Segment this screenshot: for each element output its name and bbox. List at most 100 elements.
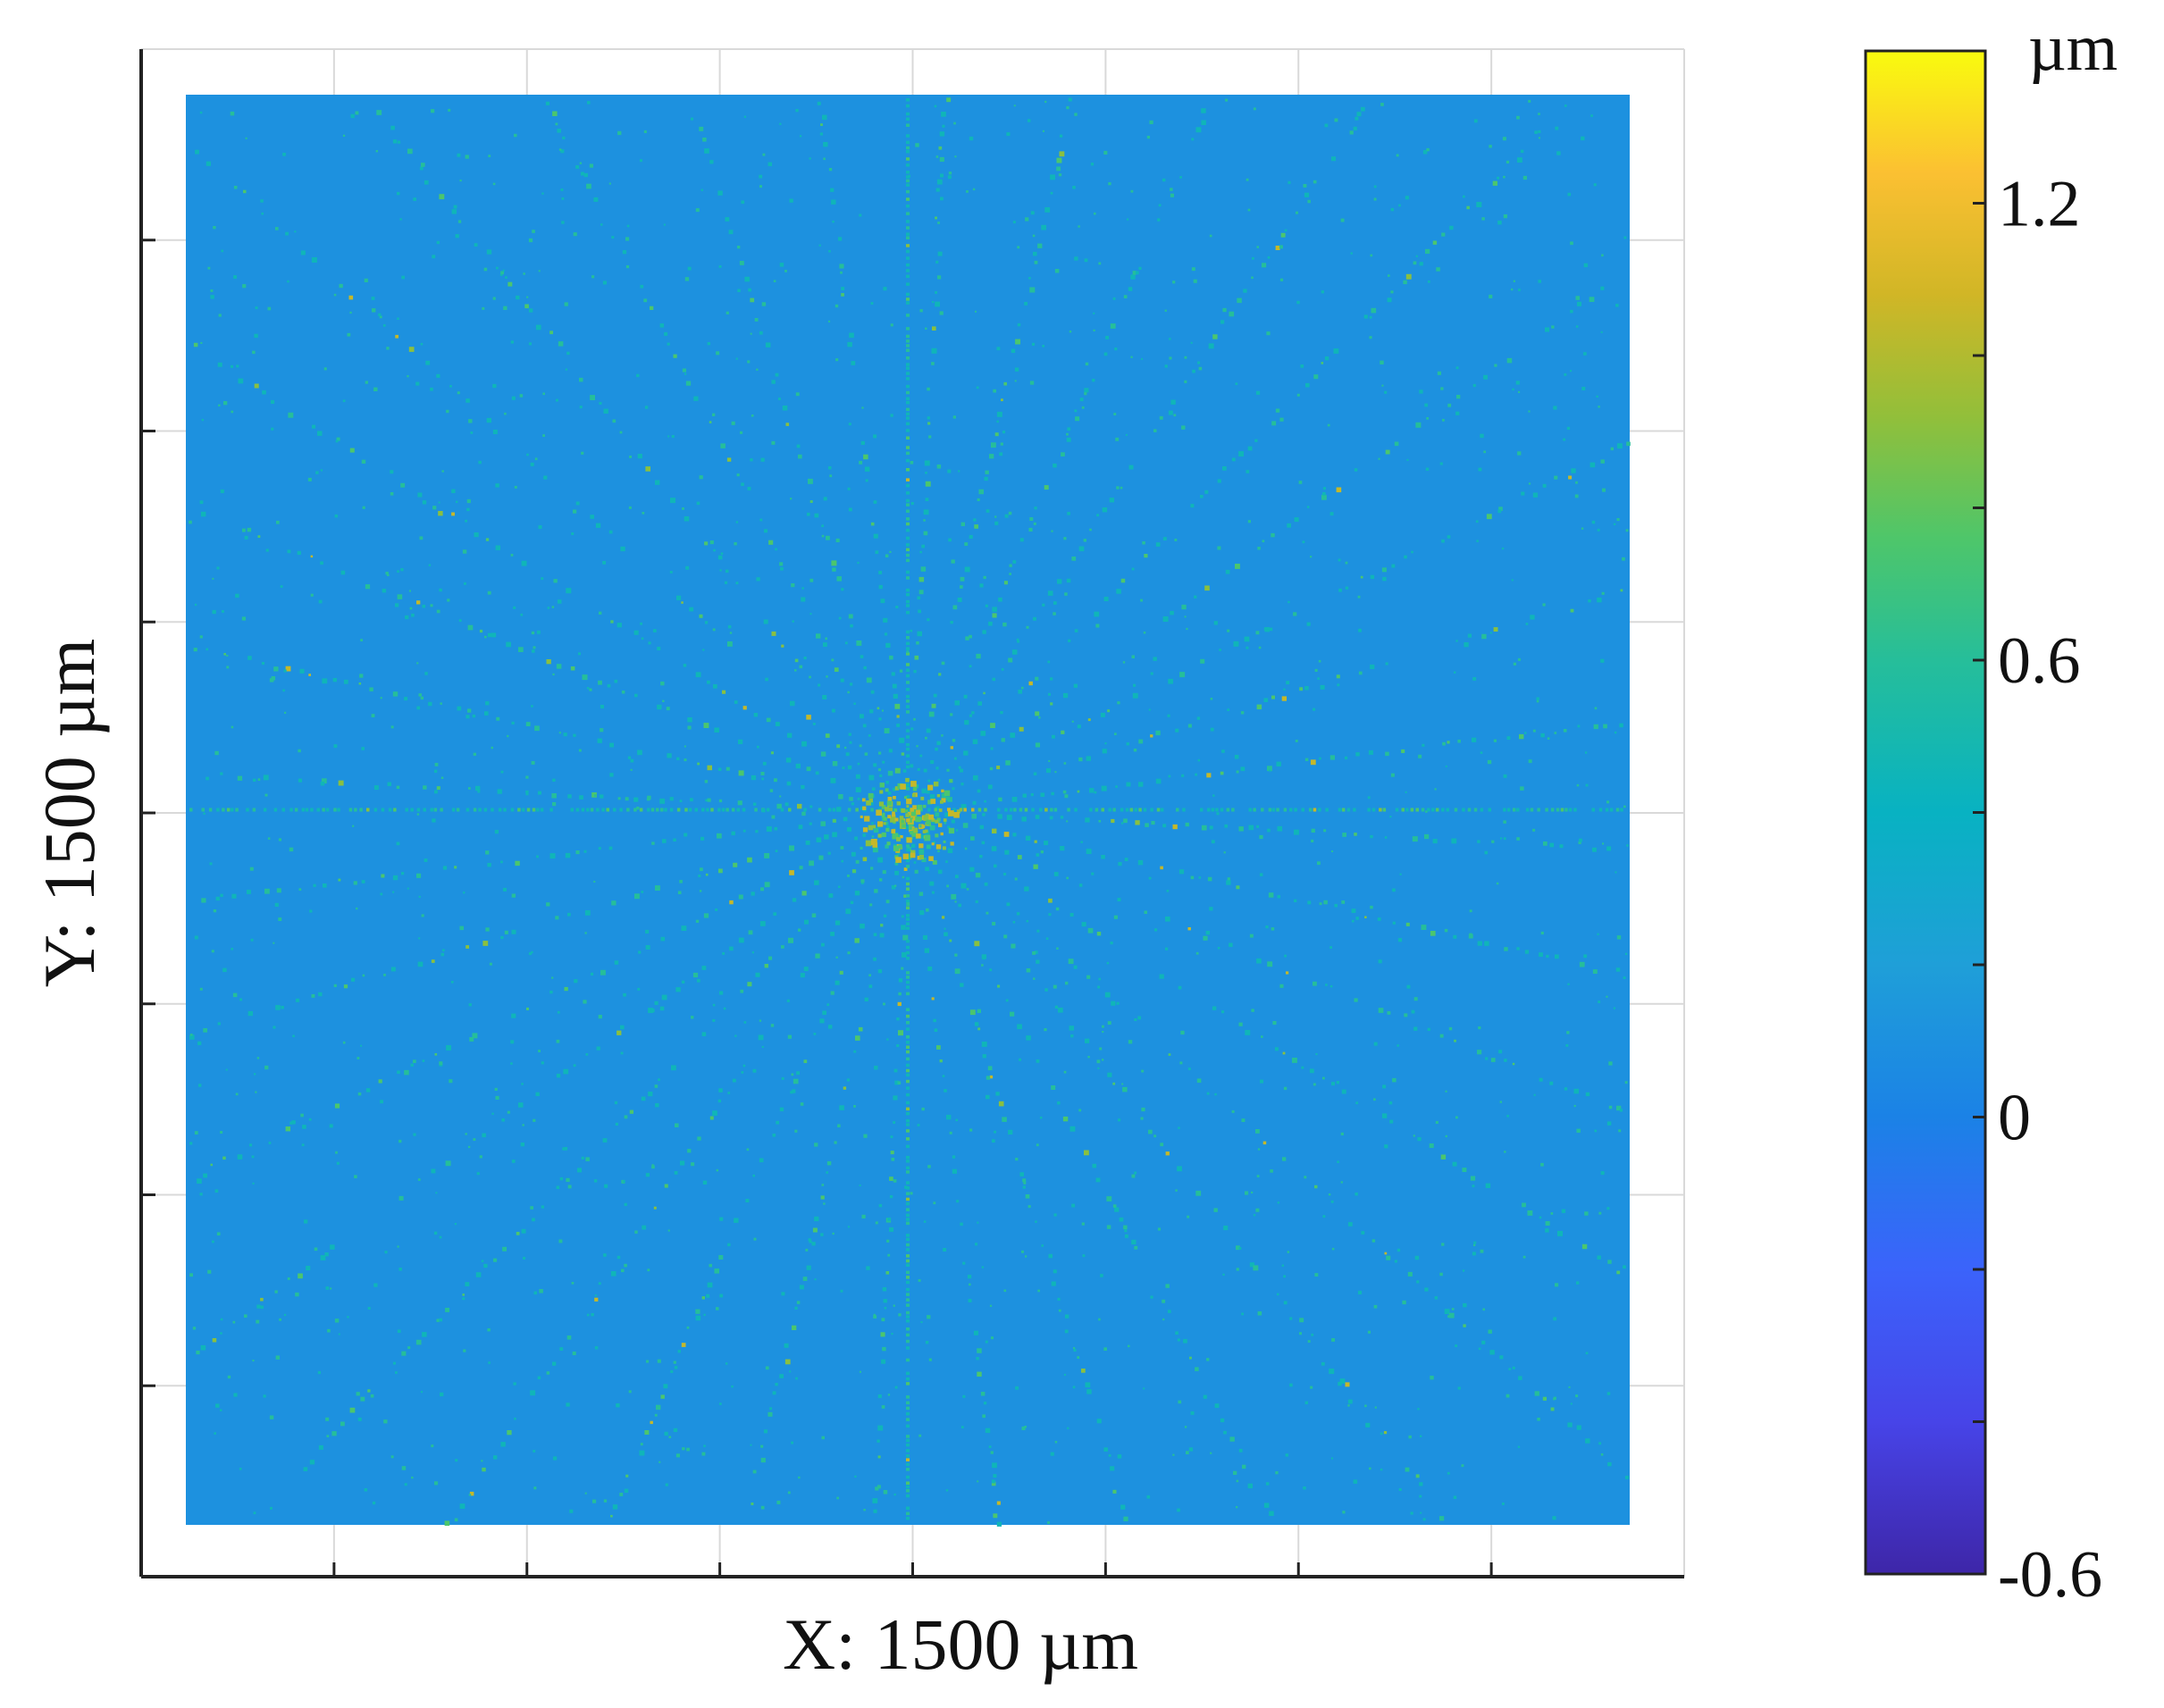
feature-point — [906, 668, 910, 672]
feature-point — [932, 859, 937, 865]
feature-point — [916, 641, 919, 645]
feature-point — [1168, 410, 1173, 415]
feature-point — [214, 1432, 216, 1435]
feature-point — [560, 149, 565, 154]
feature-point — [1208, 343, 1214, 349]
feature-point — [937, 222, 940, 224]
feature-point — [906, 458, 910, 463]
feature-point — [1190, 504, 1195, 508]
feature-point — [906, 1035, 910, 1039]
feature-point — [1609, 808, 1614, 812]
feature-point — [1405, 922, 1410, 926]
feature-point — [847, 691, 850, 694]
feature-point — [971, 711, 975, 715]
feature-point — [521, 560, 527, 566]
feature-point — [294, 808, 298, 812]
feature-point — [863, 666, 867, 670]
feature-point — [818, 244, 821, 247]
feature-point — [1253, 1214, 1256, 1217]
feature-point — [1550, 808, 1555, 812]
feature-point — [788, 937, 793, 943]
feature-point — [760, 772, 765, 775]
feature-point — [1260, 1079, 1263, 1084]
feature-point — [625, 237, 630, 241]
feature-point — [1503, 837, 1506, 841]
feature-point — [1048, 913, 1052, 917]
feature-point — [1238, 1247, 1242, 1250]
feature-point — [1134, 1018, 1137, 1021]
feature-point — [962, 1394, 966, 1398]
feature-point — [1561, 1209, 1566, 1213]
feature-point — [489, 962, 492, 966]
feature-point — [1502, 137, 1506, 141]
feature-point — [705, 873, 709, 876]
feature-point — [814, 880, 819, 885]
feature-point — [726, 457, 732, 462]
feature-point — [873, 500, 877, 504]
feature-point — [836, 744, 841, 749]
feature-point-center — [931, 818, 935, 823]
feature-point — [1294, 808, 1297, 812]
feature-point — [357, 1417, 362, 1421]
feature-point — [1029, 287, 1036, 293]
feature-point — [1153, 1134, 1157, 1138]
feature-point — [528, 951, 533, 956]
feature-point — [1077, 1356, 1080, 1359]
feature-point — [436, 786, 440, 791]
feature-point — [1394, 1260, 1397, 1263]
feature-point — [682, 507, 684, 510]
feature-point — [1331, 1247, 1335, 1251]
feature-point — [436, 240, 440, 245]
feature-point — [1480, 751, 1483, 754]
feature-point — [278, 838, 281, 841]
feature-point — [1190, 1411, 1195, 1415]
feature-point — [910, 461, 914, 465]
feature-point — [681, 925, 687, 931]
feature-point — [664, 1184, 668, 1188]
feature-point — [1015, 1386, 1019, 1390]
feature-point — [1481, 633, 1487, 640]
feature-point — [620, 1025, 625, 1030]
feature-point — [854, 891, 860, 896]
feature-point — [1528, 482, 1531, 485]
feature-point — [754, 808, 758, 812]
feature-point — [873, 763, 877, 767]
feature-point — [1217, 947, 1220, 950]
feature-point — [584, 910, 591, 916]
feature-point — [362, 974, 365, 977]
feature-point — [790, 1091, 793, 1094]
feature-point — [1144, 910, 1147, 914]
feature-point — [818, 855, 824, 860]
feature-point — [1351, 919, 1355, 923]
feature-point — [992, 607, 997, 612]
feature-point — [1210, 1452, 1212, 1454]
feature-point — [1053, 463, 1057, 468]
feature-point — [744, 276, 750, 282]
feature-point — [1567, 1422, 1573, 1428]
feature-point — [1256, 958, 1262, 964]
feature-point — [233, 1393, 238, 1397]
feature-point — [1087, 927, 1094, 934]
feature-point — [312, 424, 316, 429]
feature-point — [1205, 930, 1210, 935]
feature-point — [959, 808, 963, 812]
feature-point — [731, 808, 735, 812]
feature-point — [1148, 876, 1152, 880]
feature-point — [1174, 539, 1178, 541]
feature-point — [821, 1436, 825, 1440]
feature-point — [1151, 821, 1155, 825]
feature-point-center — [878, 801, 885, 807]
feature-point — [1178, 985, 1182, 990]
feature-point — [899, 737, 905, 743]
feature-point — [869, 801, 874, 806]
feature-point — [1274, 1047, 1279, 1051]
feature-point — [1489, 294, 1493, 298]
feature-point — [906, 1411, 910, 1416]
feature-point — [977, 498, 980, 501]
feature-point — [1457, 740, 1461, 743]
feature-point — [537, 1376, 541, 1379]
feature-point — [610, 1271, 616, 1277]
feature-point — [695, 672, 701, 678]
feature-point — [397, 191, 400, 196]
feature-point — [1001, 738, 1005, 742]
